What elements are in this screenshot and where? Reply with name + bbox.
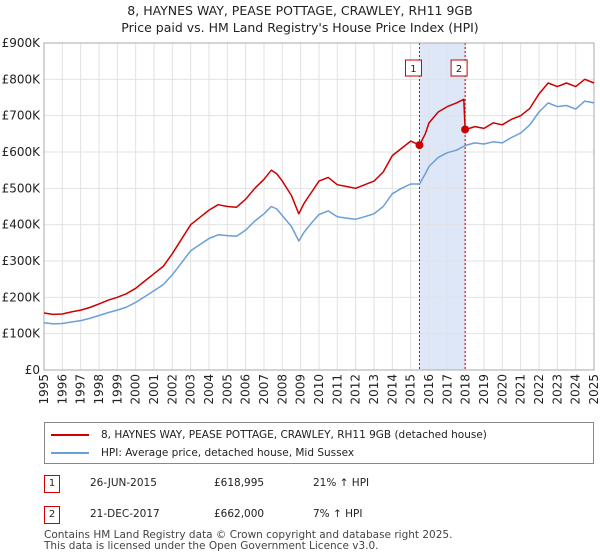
y-tick-label: £500K	[2, 181, 42, 195]
chart-title-line1: 8, HAYNES WAY, PEASE POTTAGE, CRAWLEY, R…	[127, 3, 473, 18]
x-tick-label: 2014	[385, 374, 399, 405]
footer-licence: This data is licensed under the Open Gov…	[44, 540, 379, 552]
y-tick-label: £300K	[2, 254, 42, 268]
chart-title-line2: Price paid vs. HM Land Registry's House …	[121, 20, 479, 35]
x-tick-label: 2018	[459, 374, 473, 405]
y-tick-label: £700K	[2, 109, 42, 123]
sale-hpi-change: 7% ↑ HPI	[313, 508, 363, 520]
chart-title: 8, HAYNES WAY, PEASE POTTAGE, CRAWLEY, R…	[0, 2, 600, 36]
sale-number-label: 1	[410, 64, 416, 75]
x-tick-label: 2010	[312, 374, 326, 405]
x-tick-label: 2006	[239, 374, 253, 405]
plot-area-frame	[43, 42, 595, 371]
sale-number-badge: 2	[44, 506, 60, 524]
x-tick-label: 2025	[587, 374, 600, 405]
legend: 8, HAYNES WAY, PEASE POTTAGE, CRAWLEY, R…	[44, 422, 594, 464]
x-tick-label: 1999	[110, 374, 124, 405]
y-tick-label: £400K	[2, 218, 42, 232]
x-tick-label: 2022	[532, 374, 546, 405]
x-tick-label: 2013	[367, 374, 381, 405]
x-tick-label: 2002	[165, 374, 179, 405]
sale-price: £618,995	[214, 477, 265, 489]
x-tick-label: 2001	[147, 374, 161, 405]
sale-number-label: 2	[456, 64, 462, 75]
legend-label-property: 8, HAYNES WAY, PEASE POTTAGE, CRAWLEY, R…	[101, 429, 487, 441]
x-tick-label: 1995	[37, 374, 51, 405]
x-tick-label: 2016	[422, 374, 436, 405]
price-chart: 1 2 £0 £100K £200K £300K £400K £500K £600K £700K £…	[2, 36, 600, 405]
x-tick-label: 2015	[404, 374, 418, 405]
series-line-property	[43, 78, 595, 316]
sale-point	[461, 125, 470, 134]
sale-hpi-change: 21% ↑ HPI	[313, 477, 370, 489]
y-tick-label: £100K	[2, 327, 42, 341]
x-tick-label: 2003	[184, 374, 198, 405]
y-tick-label: £0	[25, 363, 40, 377]
x-tick-label: 2011	[330, 374, 344, 405]
x-tick-label: 2023	[550, 374, 564, 405]
sale-number-box	[450, 59, 468, 77]
legend-line-hpi	[51, 452, 89, 454]
x-tick-label: 2020	[495, 374, 509, 405]
x-tick-label: 2004	[202, 374, 216, 405]
y-tick-label: £900K	[2, 36, 42, 50]
footer: Contains HM Land Registry data © Crown c…	[44, 530, 452, 552]
x-tick-label: 1996	[55, 374, 69, 405]
legend-label-hpi: HPI: Average price, detached house, Mid …	[101, 447, 355, 459]
x-tick-label: 2007	[257, 374, 271, 405]
x-tick-label: 2009	[294, 374, 308, 405]
legend-item-property: 8, HAYNES WAY, PEASE POTTAGE, CRAWLEY, R…	[51, 426, 487, 444]
legend-item-hpi: HPI: Average price, detached house, Mid …	[51, 444, 354, 462]
sale-point	[415, 141, 424, 150]
x-tick-label: 2017	[440, 374, 454, 405]
y-tick-label: £600K	[2, 145, 42, 159]
x-tick-label: 2012	[349, 374, 363, 405]
x-tick-label: 1998	[92, 374, 106, 405]
sale-price: £662,000	[214, 508, 265, 520]
sale-number-badge: 1	[44, 475, 60, 493]
x-tick-label: 2000	[129, 374, 143, 405]
x-tick-label: 2024	[569, 374, 583, 405]
y-tick-label: £800K	[2, 72, 42, 86]
x-tick-label: 2021	[514, 374, 528, 405]
x-tick-label: 2008	[275, 374, 289, 405]
x-tick-label: 2019	[477, 374, 491, 405]
legend-line-property	[51, 434, 89, 436]
x-tick-label: 1997	[74, 374, 88, 405]
x-tick-label: 2005	[220, 374, 234, 405]
series-line-hpi	[43, 100, 595, 325]
y-tick-label: £200K	[2, 290, 42, 304]
sale-period-band	[419, 43, 466, 370]
sale-date: 21-DEC-2017	[90, 508, 160, 520]
sale-date: 26-JUN-2015	[90, 477, 157, 489]
sale-number-box	[404, 59, 422, 77]
footer-copyright: Contains HM Land Registry data © Crown c…	[44, 529, 453, 541]
